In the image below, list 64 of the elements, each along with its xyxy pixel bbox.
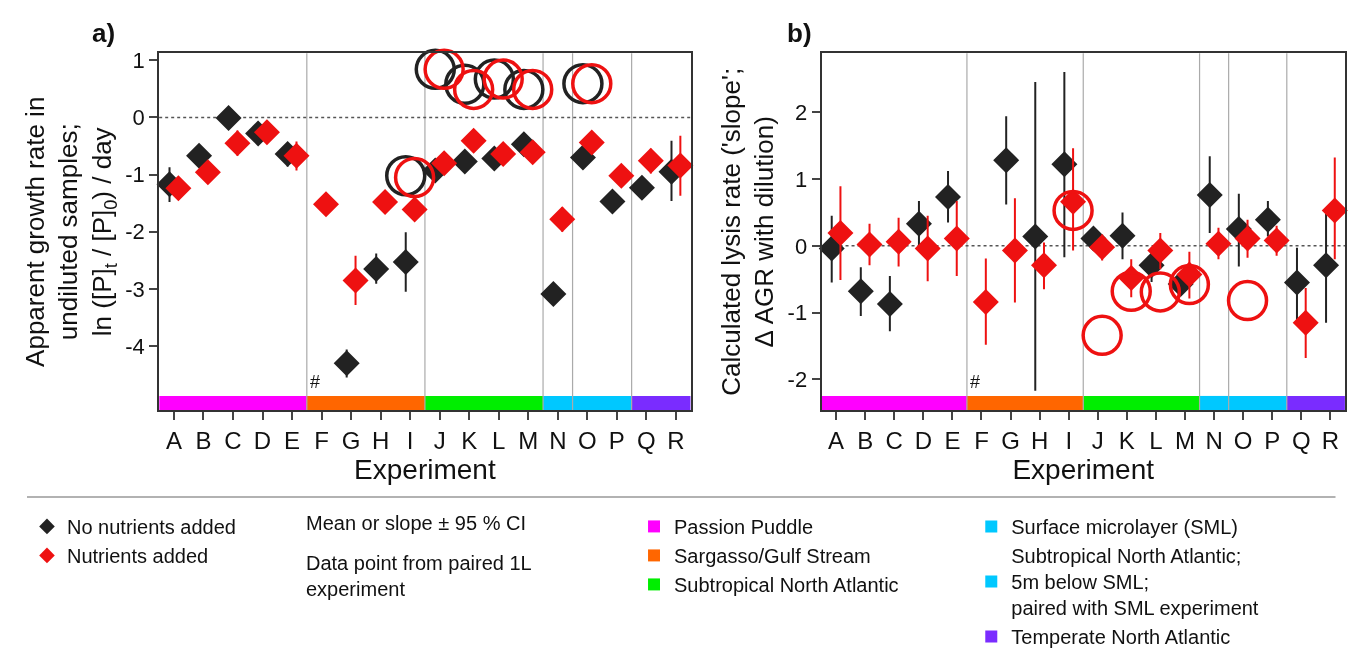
x-tick-label: A bbox=[165, 427, 182, 455]
x-tick-label: P bbox=[1264, 427, 1281, 455]
x-tick-label: Q bbox=[1292, 427, 1311, 455]
x-axis-title: Experiment bbox=[354, 454, 496, 485]
x-tick-label: L bbox=[492, 427, 506, 455]
x-tick-label: H bbox=[1030, 427, 1049, 455]
y-tick-label: 0 bbox=[794, 233, 808, 259]
x-tick-label: K bbox=[1118, 427, 1135, 455]
x-tick-label: R bbox=[1321, 427, 1340, 455]
legend-label: No nutrients added bbox=[66, 516, 236, 539]
legend-label: Subtropical North Atlantic bbox=[674, 574, 899, 597]
x-tick-label: F bbox=[974, 427, 989, 455]
x-tick-label: H bbox=[371, 427, 390, 455]
chart-title: a) bbox=[92, 18, 116, 48]
annotation: # bbox=[310, 372, 321, 392]
legend-label: Temperate North Atlantic bbox=[1011, 626, 1231, 649]
x-tick-label: C bbox=[224, 427, 242, 455]
x-tick-label: P bbox=[608, 427, 625, 455]
x-tick-label: B bbox=[195, 427, 212, 455]
x-tick-label: O bbox=[578, 427, 597, 455]
x-tick-label: D bbox=[914, 427, 932, 455]
x-tick-label: G bbox=[1001, 427, 1020, 455]
legend-label: Subtropical North Atlantic; 5m below SML; paired with SML experiment bbox=[1011, 545, 1259, 620]
y-tick-label: -1 bbox=[125, 162, 145, 188]
x-tick-label: N bbox=[1205, 427, 1223, 455]
x-tick-label: A bbox=[828, 427, 845, 455]
x-tick-label: M bbox=[518, 427, 539, 455]
x-tick-label: K bbox=[461, 427, 478, 455]
x-tick-label: I bbox=[1065, 427, 1073, 455]
x-tick-label: L bbox=[1149, 427, 1163, 455]
x-tick-label: E bbox=[284, 427, 301, 455]
y-tick-label: -2 bbox=[787, 367, 808, 393]
x-tick-label: J bbox=[1091, 427, 1104, 455]
y-tick-label: 0 bbox=[132, 105, 145, 131]
y-axis-title: Calculated lysis rate ('slope'; Δ AGR with dilution) bbox=[715, 67, 780, 396]
x-axis-title: Experiment bbox=[1012, 454, 1155, 485]
x-tick-label: R bbox=[667, 427, 685, 455]
y-tick-label: 2 bbox=[794, 99, 808, 125]
x-tick-label: Q bbox=[637, 427, 656, 455]
y-tick-label: 1 bbox=[794, 166, 808, 192]
x-tick-label: F bbox=[314, 427, 329, 455]
y-tick-label: -1 bbox=[787, 300, 808, 326]
chart-title: b) bbox=[787, 18, 812, 48]
x-tick-label: D bbox=[253, 427, 272, 455]
y-tick-label: -3 bbox=[125, 276, 145, 302]
x-tick-label: O bbox=[1233, 427, 1253, 455]
x-tick-label: J bbox=[433, 427, 446, 455]
annotation: # bbox=[970, 372, 981, 392]
x-tick-label: I bbox=[406, 427, 414, 455]
y-tick-label: -4 bbox=[125, 333, 145, 359]
text: Data point from paired 1L experiment bbox=[306, 552, 532, 600]
legend-label: Sargasso/Gulf Stream bbox=[674, 545, 871, 568]
legend-label: Nutrients added bbox=[66, 545, 209, 568]
legend-label: Passion Puddle bbox=[674, 516, 814, 539]
x-tick-label: G bbox=[341, 427, 361, 455]
x-tick-label: E bbox=[944, 427, 961, 455]
text: Mean or slope ± 95 % CI bbox=[306, 512, 526, 534]
x-tick-label: N bbox=[549, 427, 567, 455]
x-tick-label: M bbox=[1175, 427, 1196, 455]
legend-label: Surface microlayer (SML) bbox=[1011, 516, 1238, 539]
x-tick-label: B bbox=[857, 427, 874, 455]
x-tick-label: C bbox=[885, 427, 903, 455]
y-tick-label: 1 bbox=[132, 47, 145, 73]
y-tick-label: -2 bbox=[125, 219, 145, 245]
